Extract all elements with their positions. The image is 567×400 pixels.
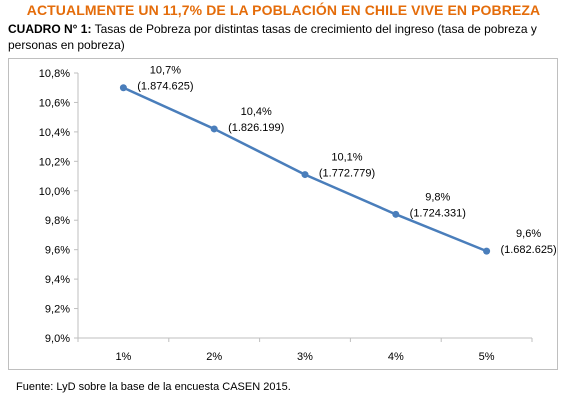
subtitle-text: Tasas de Pobreza por distintas tasas de … [8, 22, 537, 52]
y-tick-label: 9,6% [45, 245, 70, 257]
x-tick-labels: 1% 2% 3% 4% 5% [115, 351, 494, 363]
data-label-rate: 10,1% [331, 152, 362, 164]
x-tick-label: 4% [388, 351, 404, 363]
y-tick-labels: 9,0% 9,2% 9,4% 9,6% 9,8% 10,0% 10,2% 10,4% 10,6%… [39, 68, 70, 345]
x-tick-label: 3% [297, 351, 313, 363]
data-label-rate: 10,7% [150, 65, 181, 77]
subtitle-lead: CUADRO N° 1: [8, 22, 92, 36]
data-point [210, 125, 218, 133]
y-tick-label: 10,0% [39, 186, 70, 198]
source-note: Fuente: LyD sobre la base de la encuesta… [16, 381, 291, 393]
data-point [301, 171, 309, 179]
y-tick-label: 9,2% [45, 304, 70, 316]
data-label-persons: (1.826.199) [228, 122, 284, 134]
x-tick-label: 5% [479, 351, 495, 363]
series-line [122, 86, 488, 253]
data-label-rate: 9,6% [516, 228, 541, 240]
data-label-persons: (1.772.779) [319, 168, 375, 180]
data-labels: 10,7% (1.874.625) 10,4% (1.826.199) 10,1% (1.… [137, 65, 556, 256]
y-tick-label: 9,8% [45, 215, 70, 227]
data-label-rate: 10,4% [241, 106, 272, 118]
chart-frame [8, 58, 558, 370]
data-point [483, 247, 491, 255]
y-tick-label: 10,4% [39, 127, 70, 139]
data-label-persons: (1.724.331) [410, 207, 466, 219]
data-label-rate: 9,8% [425, 191, 450, 203]
page-headline: ACTUALMENTE UN 11,7% DE LA POBLACIÓN EN … [26, 2, 541, 18]
data-point [392, 210, 400, 218]
data-label-persons: (1.874.625) [137, 81, 193, 93]
y-tick-label: 10,8% [39, 68, 70, 80]
data-label-persons: (1.682.625) [500, 244, 556, 256]
y-tick-label: 10,6% [39, 97, 70, 109]
data-point [119, 84, 127, 92]
x-tick-label: 1% [115, 351, 131, 363]
x-tick-label: 2% [206, 351, 222, 363]
y-tick-label: 10,2% [39, 156, 70, 168]
y-tick-label: 9,4% [45, 274, 70, 286]
y-tick-label: 9,0% [45, 333, 70, 345]
chart-axes [74, 72, 533, 342]
series-layer [119, 84, 491, 255]
chart-subtitle: CUADRO N° 1: Tasas de Pobreza por distin… [8, 21, 563, 53]
